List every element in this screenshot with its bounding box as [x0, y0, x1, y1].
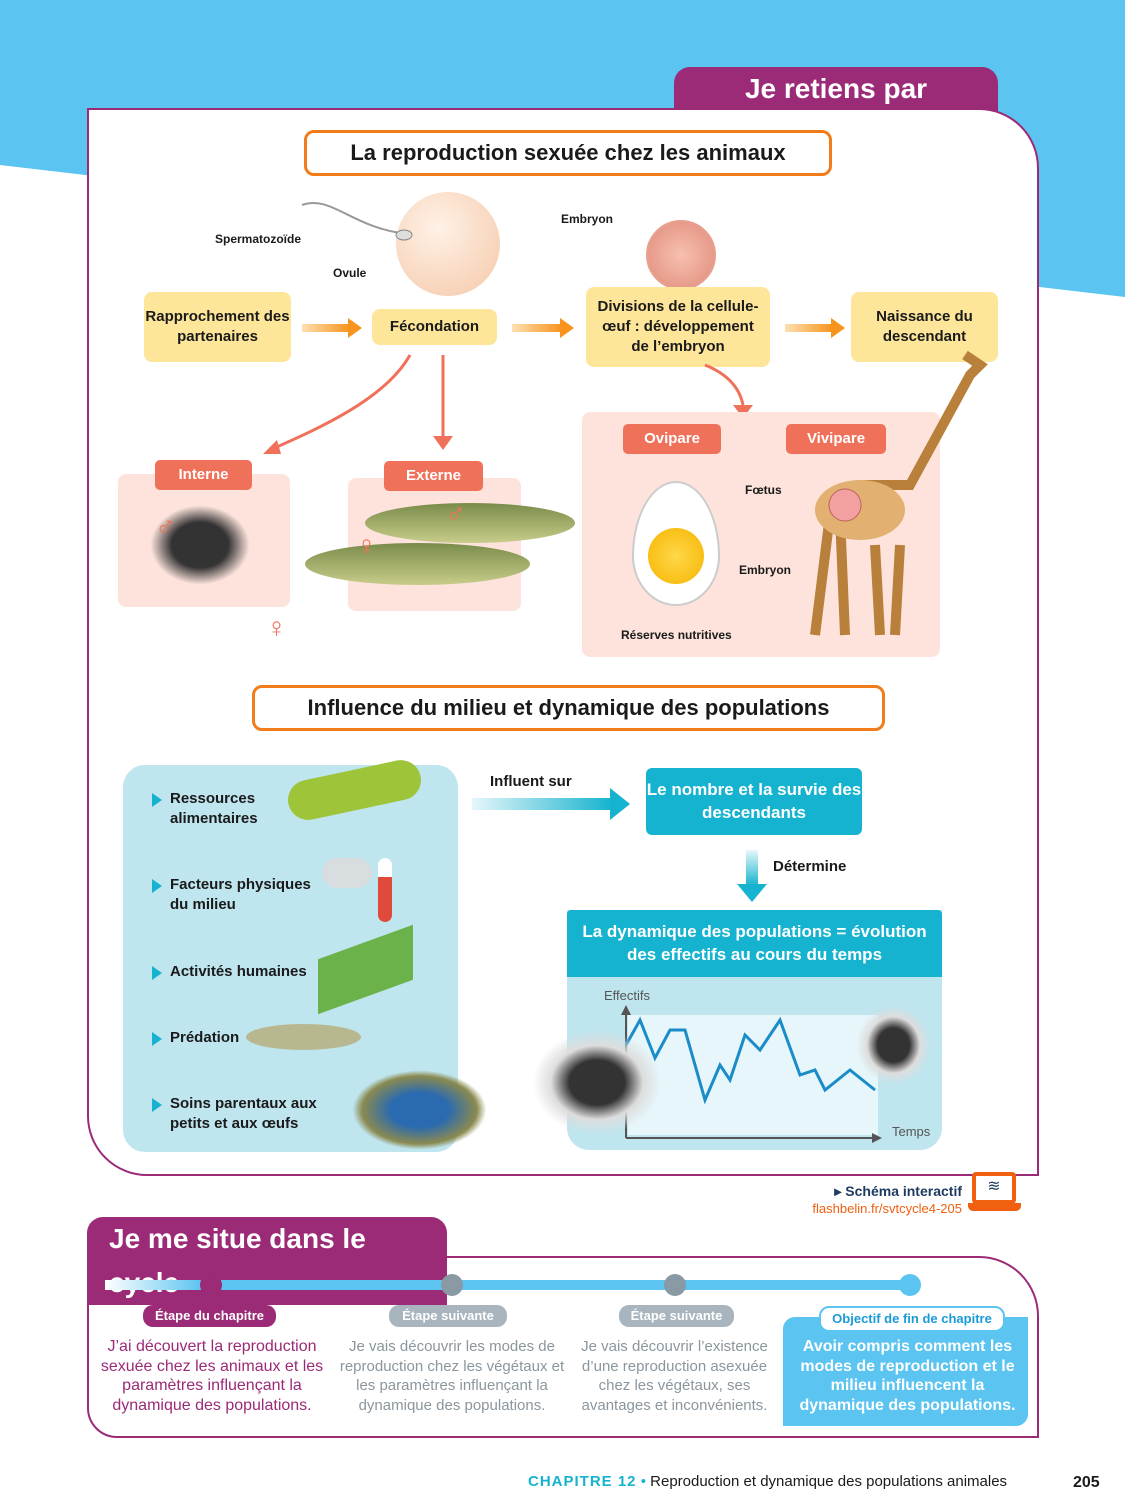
label-ovule: Ovule — [333, 266, 367, 280]
cycle-panel — [87, 1256, 1039, 1438]
label-reserves: Réserves nutritives — [621, 628, 732, 642]
label-embryon-top: Embryon — [561, 212, 614, 226]
footer-chapter: CHAPITRE 12 — [528, 1473, 637, 1490]
timeline-bar — [105, 1280, 910, 1290]
fish-illustration — [246, 1024, 361, 1050]
timeline-dot-goal — [899, 1274, 921, 1296]
result-box: Le nombre et la survie des descendants — [646, 768, 862, 835]
step-badge-next: Étape suivante — [619, 1305, 734, 1327]
egg-yolk — [648, 528, 704, 584]
timeline-dot-next — [441, 1274, 463, 1296]
fish-illustration — [305, 543, 530, 585]
label-vivipare: Vivipare — [786, 424, 886, 454]
section2-title: Influence du milieu et dynamique des pop… — [252, 685, 885, 731]
interactive-label-text: Schéma interactif — [845, 1183, 962, 1199]
graph-x-label: Temps — [892, 1124, 931, 1139]
male-symbol: ♂ — [445, 497, 466, 528]
step-badge-current: Étape du chapitre — [143, 1305, 276, 1327]
footer-title: Reproduction et dynamique des population… — [650, 1473, 1008, 1490]
factor-soins: Soins parentaux aux petits et aux œufs — [152, 1094, 352, 1134]
step-text-current: J’ai découvert la reproduction sexuée ch… — [100, 1338, 324, 1414]
female-symbol: ♀ — [266, 612, 287, 643]
dynamics-box: La dynamique des populations = évolution… — [567, 910, 942, 977]
population-line — [624, 1016, 876, 1105]
bird-illustration — [150, 505, 250, 585]
interactive-url[interactable]: flashbelin.fr/svtcycle4-205 — [812, 1201, 962, 1216]
step-badge-next: Étape suivante — [389, 1305, 507, 1327]
embryo-illustration — [646, 220, 716, 290]
influent-sur-label: Influent sur — [490, 773, 572, 790]
step-divisions: Divisions de la cellule-œuf : développem… — [586, 287, 770, 367]
label-ovipare: Ovipare — [623, 424, 721, 454]
footer-separator: • — [640, 1473, 646, 1490]
arrow-head — [610, 788, 630, 820]
interactive-label[interactable]: ▸ Schéma interactif — [834, 1183, 962, 1199]
step-text-goal: Avoir compris comment les modes de repro… — [799, 1338, 1016, 1414]
birds-illustration — [532, 1030, 662, 1135]
label-foetus: Fœtus — [745, 483, 782, 497]
label-externe: Externe — [384, 461, 483, 491]
bird-nest-illustration — [352, 1070, 487, 1150]
determine-label: Détermine — [773, 858, 847, 875]
ovule-illustration — [396, 192, 500, 296]
step-fecondation: Fécondation — [372, 309, 497, 345]
thermometer-illustration — [378, 858, 392, 922]
factor-predation: Prédation — [152, 1028, 272, 1048]
arrow-right — [512, 318, 574, 338]
bird-illustration — [856, 1005, 931, 1085]
giraffe-illustration — [810, 350, 988, 636]
timeline-dot-current — [200, 1274, 222, 1296]
cloud-rain-illustration — [322, 858, 372, 888]
timeline-dot-next — [664, 1274, 686, 1296]
branch-arrows — [263, 354, 753, 454]
fish-illustration — [365, 503, 575, 543]
arrow-down — [746, 850, 758, 886]
step-rapprochement: Rapprochement des partenaires — [144, 292, 291, 362]
footer: CHAPITRE 12 • Reproduction et dynamique … — [528, 1473, 1007, 1490]
female-symbol: ♀ — [356, 530, 377, 561]
arrow-right — [302, 318, 362, 338]
arrow-head — [737, 884, 767, 902]
sperm-illustration — [301, 202, 413, 241]
page-number: 205 — [1073, 1474, 1100, 1491]
section1-title: La reproduction sexuée chez les animaux — [304, 130, 832, 176]
label-embryon-egg: Embryon — [739, 563, 792, 577]
factor-activites: Activités humaines — [152, 962, 312, 982]
arrow-right — [472, 798, 612, 810]
population-graph — [621, 1005, 882, 1143]
step-badge-goal: Objectif de fin de chapitre — [819, 1306, 1005, 1332]
goal-box — [783, 1317, 1028, 1426]
male-symbol: ♂ — [155, 510, 176, 541]
laptop-base — [968, 1203, 1021, 1211]
step-text-next: Je vais découvrir l’existence d’une repr… — [581, 1338, 768, 1414]
label-spermatozoide: Spermatozoïde — [215, 232, 302, 246]
factor-ressources: Ressources alimentaires — [152, 789, 282, 829]
label-interne: Interne — [155, 460, 252, 490]
factor-physiques: Facteurs physiques du milieu — [152, 875, 312, 915]
step-naissance: Naissance du descendant — [851, 292, 998, 362]
graph-y-label: Effectifs — [604, 988, 651, 1003]
arrow-right — [785, 318, 845, 338]
laptop-wifi-icon[interactable]: ≋ — [972, 1172, 1016, 1204]
step-text-next: Je vais découvrir les modes de reproduct… — [339, 1338, 565, 1414]
